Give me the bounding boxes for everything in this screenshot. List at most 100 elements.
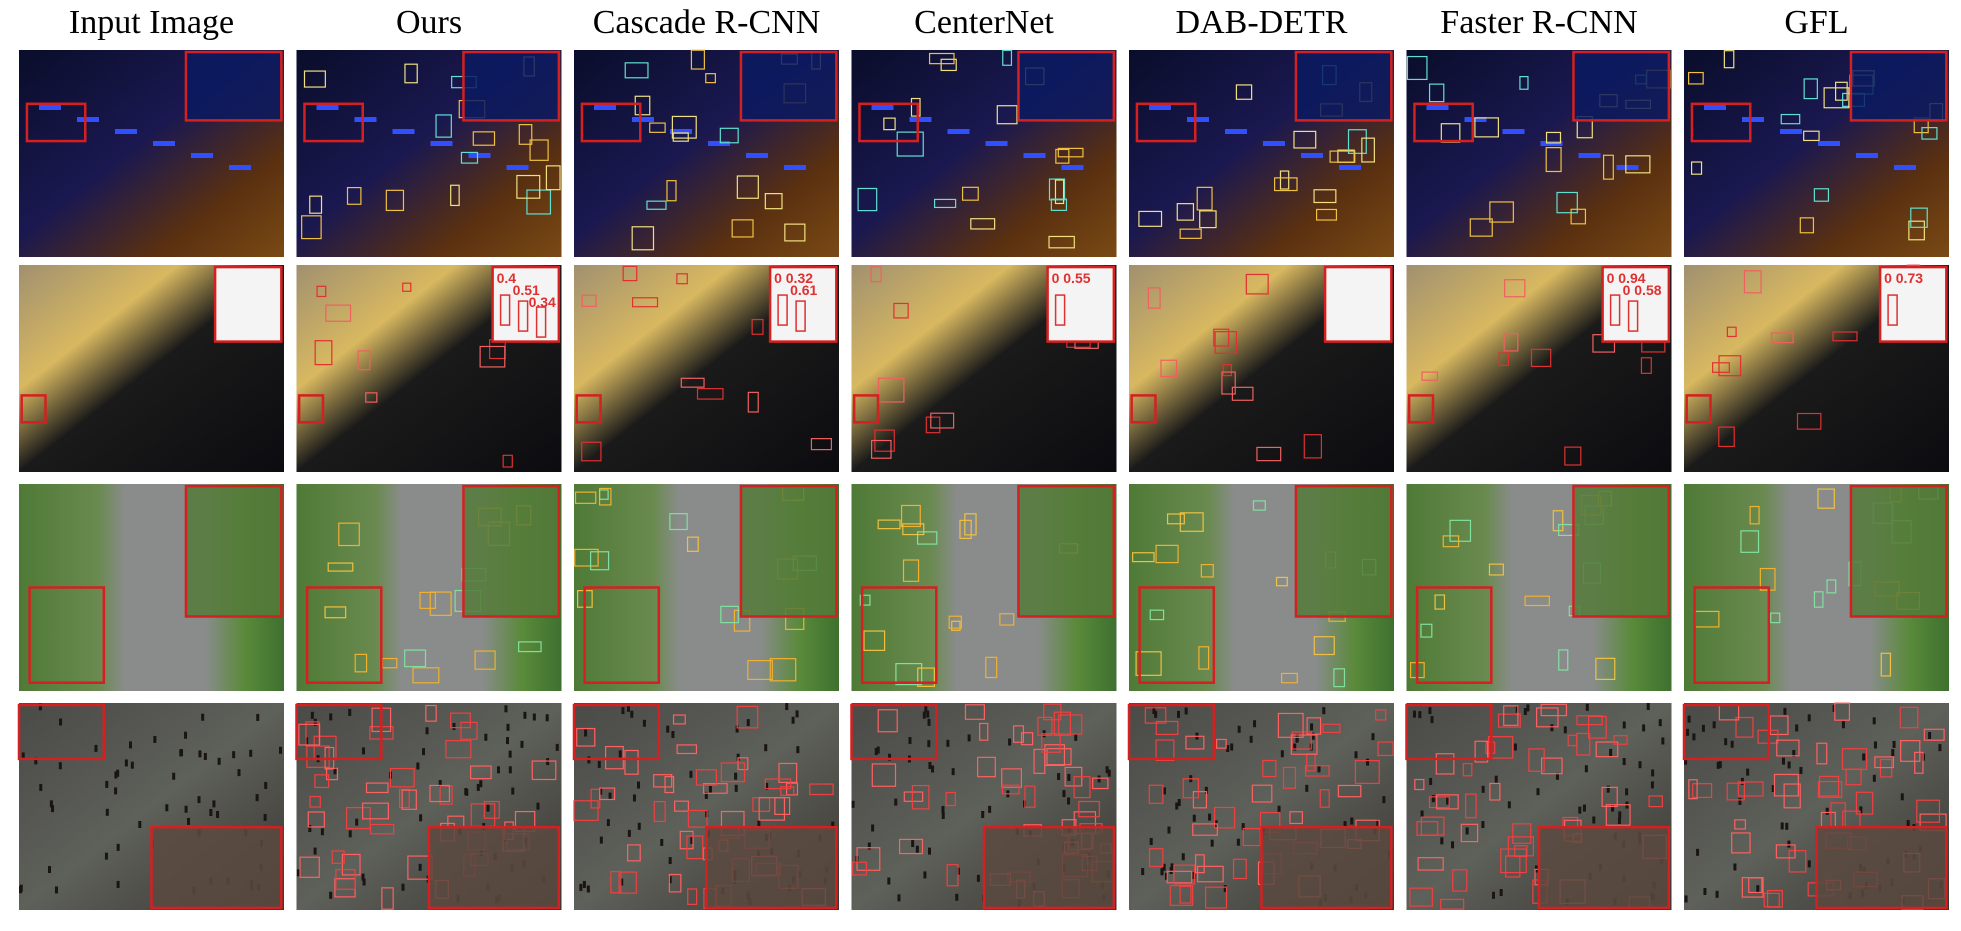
person — [105, 808, 109, 816]
column-header: Ours — [396, 4, 462, 41]
result-image: 0 0.55 — [851, 265, 1117, 472]
detection-box — [460, 721, 478, 740]
person — [1906, 819, 1910, 827]
detection-box — [687, 809, 708, 828]
person — [1162, 787, 1166, 795]
detection-box — [307, 811, 325, 828]
zoom-inset — [429, 827, 559, 908]
person — [165, 804, 169, 812]
detection-box — [686, 835, 704, 860]
detection-box — [381, 887, 394, 910]
detection-box — [1855, 791, 1874, 815]
zoom-frame — [583, 586, 661, 684]
detection-box — [1625, 155, 1651, 174]
person — [333, 767, 337, 775]
detection-box — [1519, 76, 1529, 90]
result-image — [1684, 50, 1949, 257]
person — [197, 796, 201, 804]
result-image — [1129, 50, 1394, 257]
detection-box — [1417, 857, 1444, 871]
detection-box — [1512, 823, 1532, 844]
person — [1310, 723, 1314, 731]
detection-box — [1726, 326, 1737, 338]
zoom-frame — [213, 265, 283, 343]
detection-box — [1627, 300, 1639, 332]
detection-box — [535, 306, 547, 338]
detection-box — [1514, 845, 1528, 858]
person — [894, 798, 898, 806]
detection-box — [1507, 836, 1534, 857]
person — [209, 809, 213, 817]
zoom-frame — [739, 50, 838, 122]
detection-box — [324, 606, 347, 619]
light — [153, 141, 175, 146]
inset-score: 0.51 — [513, 282, 540, 298]
inset-score: 0 0.55 — [1052, 270, 1091, 286]
detection-box — [574, 548, 599, 567]
light — [1704, 105, 1726, 110]
detection-box — [622, 265, 638, 282]
detection-box — [1273, 177, 1298, 192]
zoom-frame — [982, 825, 1116, 910]
person — [911, 840, 915, 848]
person — [1783, 707, 1787, 715]
person — [1451, 841, 1455, 849]
detection-box — [1832, 331, 1858, 342]
person — [582, 880, 586, 888]
detection-box — [1192, 823, 1218, 836]
person — [130, 761, 134, 769]
zoom-frame — [1415, 586, 1493, 684]
person — [1780, 822, 1784, 830]
person — [888, 753, 892, 761]
zoom-frame — [1017, 50, 1116, 122]
person — [1724, 738, 1728, 746]
person — [217, 757, 221, 765]
detection-box — [335, 869, 356, 890]
person — [734, 784, 738, 792]
person — [1177, 710, 1181, 718]
person — [1167, 826, 1171, 834]
detection-box — [870, 266, 882, 283]
person — [1192, 814, 1196, 822]
person — [1481, 821, 1485, 829]
detection-box — [1735, 716, 1754, 738]
person — [1787, 761, 1791, 769]
detection-box — [1092, 777, 1109, 790]
person — [955, 893, 959, 901]
person — [201, 713, 205, 721]
detection-box — [863, 630, 886, 651]
person — [746, 719, 750, 727]
person — [1740, 777, 1744, 785]
person — [941, 811, 945, 819]
zoom-frame — [572, 703, 661, 761]
person — [586, 885, 590, 893]
person — [1526, 704, 1530, 712]
light — [1225, 129, 1247, 134]
detection-box — [1835, 81, 1848, 101]
person — [1701, 724, 1705, 732]
person — [1382, 796, 1386, 804]
detection-box — [1817, 780, 1843, 798]
detection-box — [1880, 652, 1892, 677]
detection-box — [518, 641, 542, 653]
detection-box — [1409, 887, 1433, 907]
detection-box — [1147, 287, 1161, 309]
person — [1584, 765, 1588, 773]
person — [1376, 819, 1380, 827]
person — [486, 804, 490, 812]
person — [897, 894, 901, 902]
person — [1322, 707, 1326, 715]
detection-box — [1834, 702, 1851, 721]
person — [1873, 741, 1877, 749]
person — [876, 746, 880, 754]
person — [1293, 743, 1297, 751]
detection-box — [479, 345, 506, 368]
person — [355, 818, 359, 826]
detection-box — [1567, 734, 1578, 747]
person — [212, 800, 216, 808]
person — [1097, 775, 1101, 783]
detection-box — [298, 723, 321, 746]
detection-box — [1688, 779, 1698, 800]
detection-box — [948, 615, 962, 629]
detection-box — [301, 215, 322, 240]
